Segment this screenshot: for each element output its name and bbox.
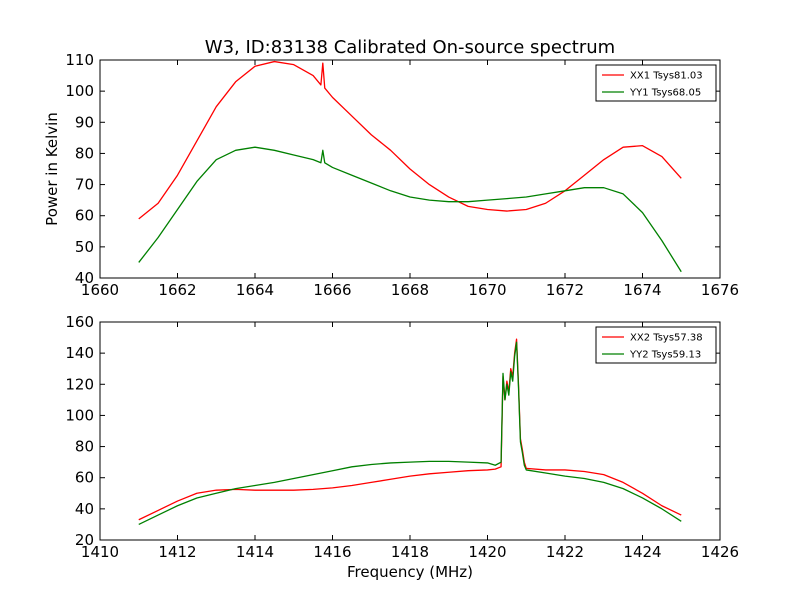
bottom-x-tick-label: 1424 xyxy=(623,543,661,561)
top-legend-box xyxy=(595,64,717,102)
top-y-tick-label: 60 xyxy=(75,207,94,225)
top-y-tick-label: 110 xyxy=(65,51,94,69)
bottom-x-tick-label: 1422 xyxy=(546,543,584,561)
top-x-tick-label: 1668 xyxy=(391,281,429,299)
bottom-x-tick-label: 1426 xyxy=(701,543,739,561)
bottom-y-tick-label: 20 xyxy=(75,531,94,549)
bottom-legend-label-yy: YY2 Tsys59.13 xyxy=(629,350,701,361)
bottom-legend-label-xx: XX2 Tsys57.38 xyxy=(630,333,703,344)
bottom-x-tick-label: 1420 xyxy=(468,543,506,561)
top-panel: 1660 1662 1664 1666 1668 1670 1672 1674 1676 40 50… xyxy=(65,51,739,299)
top-y-tick-label: 100 xyxy=(65,82,94,100)
bottom-y-tick-label: 80 xyxy=(75,438,94,456)
bottom-x-tick-label: 1418 xyxy=(391,543,429,561)
bottom-x-tick-label: 1410 xyxy=(81,543,119,561)
top-x-tick-label: 1666 xyxy=(313,281,351,299)
top-x-tick-label: 1662 xyxy=(158,281,196,299)
y-axis-label: Power in Kelvin xyxy=(43,112,61,226)
figure-title: W3, ID:83138 Calibrated On-source spectr… xyxy=(205,37,615,58)
top-x-tick-label: 1660 xyxy=(81,281,119,299)
x-axis-label: Frequency (MHz) xyxy=(347,563,473,581)
top-legend-label-yy: YY1 Tsys68.05 xyxy=(629,88,701,99)
top-x-tick-label: 1674 xyxy=(623,281,661,299)
top-series-yy-line xyxy=(138,146,682,273)
top-y-tick-label: 80 xyxy=(75,144,94,162)
bottom-y-tick-label: 120 xyxy=(65,375,94,393)
top-x-tick-label: 1670 xyxy=(468,281,506,299)
top-y-tick-label: 90 xyxy=(75,113,94,131)
bottom-y-tick-label: 140 xyxy=(65,344,94,362)
top-legend-label-xx: XX1 Tsys81.03 xyxy=(630,71,703,82)
top-x-tick-label: 1672 xyxy=(546,281,584,299)
top-y-tick-label: 40 xyxy=(75,269,94,287)
bottom-y-tick-label: 100 xyxy=(65,406,94,424)
top-x-tick-label: 1676 xyxy=(701,281,739,299)
bottom-legend-box xyxy=(595,326,717,364)
bottom-y-tick-label: 60 xyxy=(75,469,94,487)
top-series-xx-line xyxy=(138,60,682,220)
bottom-y-tick-label: 40 xyxy=(75,500,94,518)
bottom-series-yy-line xyxy=(138,341,682,526)
bottom-x-tick-label: 1416 xyxy=(313,543,351,561)
bottom-panel: 1410 1412 1414 1416 1418 1420 1422 1424 1426 20 40… xyxy=(65,313,739,561)
top-y-tick-label: 50 xyxy=(75,238,94,256)
top-y-tick-label: 70 xyxy=(75,176,94,194)
bottom-x-tick-label: 1412 xyxy=(158,543,196,561)
bottom-x-tick-label: 1414 xyxy=(236,543,274,561)
top-x-tick-label: 1664 xyxy=(236,281,274,299)
bottom-y-tick-label: 160 xyxy=(65,313,94,331)
